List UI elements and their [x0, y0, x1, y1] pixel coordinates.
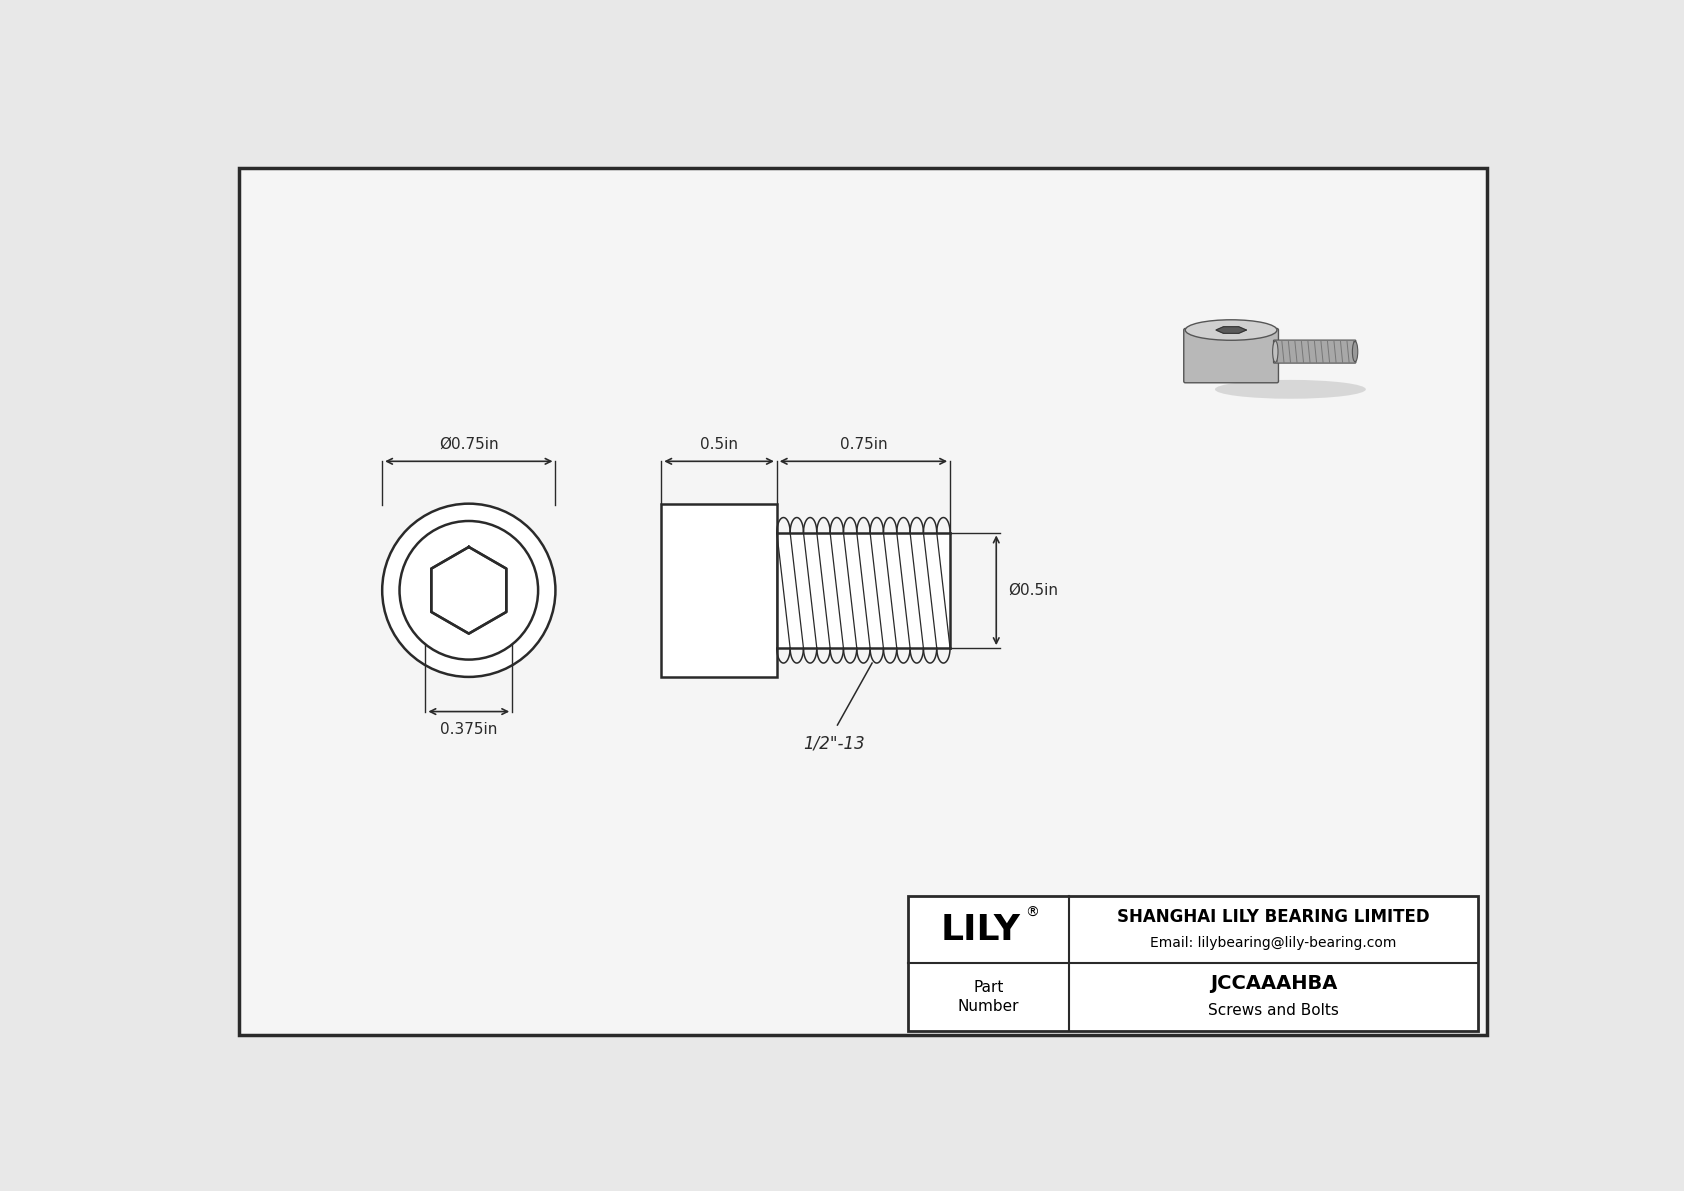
Text: JCCAAAHBA: JCCAAAHBA — [1209, 974, 1337, 993]
Text: SHANGHAI LILY BEARING LIMITED: SHANGHAI LILY BEARING LIMITED — [1116, 908, 1430, 925]
Circle shape — [399, 520, 539, 660]
Text: LILY: LILY — [941, 912, 1021, 947]
Text: 0.5in: 0.5in — [701, 437, 738, 453]
Ellipse shape — [1214, 380, 1366, 399]
Text: Part
Number: Part Number — [958, 980, 1019, 1015]
Text: 0.75in: 0.75in — [840, 437, 887, 453]
Polygon shape — [431, 547, 507, 634]
Text: Ø0.5in: Ø0.5in — [1007, 582, 1058, 598]
Ellipse shape — [1186, 320, 1276, 341]
Text: Email: lilybearing@lily-bearing.com: Email: lilybearing@lily-bearing.com — [1150, 936, 1396, 949]
Text: Ø0.75in: Ø0.75in — [440, 436, 498, 451]
Bar — [662, 504, 776, 676]
Circle shape — [382, 504, 556, 676]
Bar — [908, 896, 1477, 1030]
FancyBboxPatch shape — [1184, 329, 1278, 382]
Text: Screws and Bolts: Screws and Bolts — [1207, 1003, 1339, 1017]
Text: ®: ® — [1026, 905, 1039, 919]
Text: 1/2"-13: 1/2"-13 — [803, 735, 864, 753]
Polygon shape — [1216, 326, 1246, 333]
Text: 0.375in: 0.375in — [440, 722, 497, 736]
Ellipse shape — [1352, 342, 1357, 362]
FancyBboxPatch shape — [1273, 341, 1356, 363]
Ellipse shape — [1273, 341, 1278, 362]
